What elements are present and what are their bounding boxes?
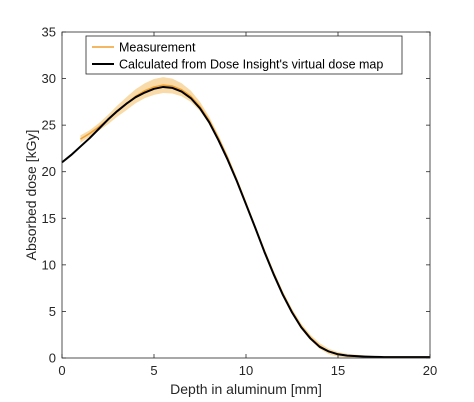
legend: Measurement Calculated from Dose Insight'… <box>85 35 403 75</box>
legend-label: Measurement <box>119 41 196 55</box>
y-tick-label: 10 <box>42 257 56 272</box>
calculated-line <box>61 85 430 359</box>
legend-box <box>85 35 403 75</box>
x-tick-label: 15 <box>331 363 345 378</box>
y-tick-label: 20 <box>42 164 56 179</box>
y-tick-label: 25 <box>42 118 56 133</box>
y-tick-label: 30 <box>42 71 56 86</box>
x-tick-label: 0 <box>58 363 65 378</box>
y-tick-label: 35 <box>42 25 56 40</box>
axes: 0 5 10 15 20 0 5 10 15 20 25 30 35 <box>42 25 438 379</box>
y-tick-label: 15 <box>42 211 56 226</box>
x-tick-label: 10 <box>239 363 253 378</box>
y-axis-label: Absorbed dose [kGy] <box>23 130 39 261</box>
y-tick-label: 5 <box>49 304 56 319</box>
plot-area <box>61 32 431 359</box>
x-axis-label: Depth in aluminum [mm] <box>170 381 322 397</box>
y-tick-label: 0 <box>49 351 56 366</box>
legend-label: Calculated from Dose Insight's virtual d… <box>119 58 383 72</box>
x-tick-label: 5 <box>150 363 157 378</box>
plot-background <box>62 32 430 358</box>
x-tick-label: 20 <box>423 363 437 378</box>
